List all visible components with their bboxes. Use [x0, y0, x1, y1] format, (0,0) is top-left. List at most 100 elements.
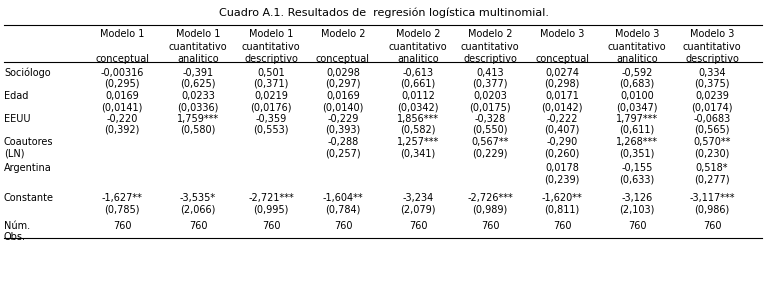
Text: 760: 760: [627, 221, 646, 231]
Text: Cuadro A.1. Resultados de  regresión logística multinomial.: Cuadro A.1. Resultados de regresión logí…: [219, 8, 549, 18]
Text: -0,613: -0,613: [402, 68, 434, 78]
Text: descriptivo: descriptivo: [463, 54, 517, 64]
Text: 0,501: 0,501: [257, 68, 285, 78]
Text: (2,103): (2,103): [619, 204, 654, 214]
Text: 760: 760: [703, 221, 721, 231]
Text: 0,570**: 0,570**: [694, 137, 730, 147]
Text: -0,391: -0,391: [183, 68, 214, 78]
Text: (0,229): (0,229): [472, 148, 508, 158]
Text: (0,277): (0,277): [694, 174, 730, 184]
Text: -0,0683: -0,0683: [694, 114, 730, 124]
Text: analitico: analitico: [616, 54, 658, 64]
Text: (0,375): (0,375): [694, 79, 730, 89]
Text: 0,0219: 0,0219: [254, 91, 288, 101]
Text: Modelo 3: Modelo 3: [615, 29, 659, 39]
Text: -0,359: -0,359: [256, 114, 286, 124]
Text: 0,0169: 0,0169: [326, 91, 360, 101]
Text: -0,222: -0,222: [546, 114, 578, 124]
Text: (0,371): (0,371): [253, 79, 289, 89]
Text: Modelo 3: Modelo 3: [690, 29, 734, 39]
Text: Modelo 2: Modelo 2: [321, 29, 366, 39]
Text: Constante: Constante: [4, 193, 54, 203]
Text: 0,0178: 0,0178: [545, 163, 579, 173]
Text: (0,995): (0,995): [253, 204, 289, 214]
Text: 0,0171: 0,0171: [545, 91, 579, 101]
Text: cuantitativo: cuantitativo: [461, 42, 519, 52]
Text: 0,0233: 0,0233: [181, 91, 215, 101]
Text: conceptual: conceptual: [535, 54, 589, 64]
Text: -1,620**: -1,620**: [541, 193, 582, 203]
Text: -1,627**: -1,627**: [101, 193, 142, 203]
Text: (0,550): (0,550): [472, 125, 508, 135]
Text: (2,079): (2,079): [400, 204, 435, 214]
Text: -2,726***: -2,726***: [467, 193, 513, 203]
Text: Sociólogo: Sociólogo: [4, 68, 51, 78]
Text: (0,625): (0,625): [180, 79, 216, 89]
Text: (0,565): (0,565): [694, 125, 730, 135]
Text: (0,683): (0,683): [619, 79, 654, 89]
Text: 0,334: 0,334: [698, 68, 726, 78]
Text: (0,0176): (0,0176): [250, 102, 292, 112]
Text: (0,582): (0,582): [400, 125, 435, 135]
Text: (0,661): (0,661): [400, 79, 435, 89]
Text: Obs.: Obs.: [4, 232, 26, 242]
Text: (0,553): (0,553): [253, 125, 289, 135]
Text: (2,066): (2,066): [180, 204, 216, 214]
Text: (0,393): (0,393): [326, 125, 361, 135]
Text: Modelo 2: Modelo 2: [468, 29, 512, 39]
Text: (0,0347): (0,0347): [616, 102, 657, 112]
Text: Modelo 1: Modelo 1: [176, 29, 220, 39]
Text: cuantitativo: cuantitativo: [683, 42, 741, 52]
Text: -0,328: -0,328: [475, 114, 505, 124]
Text: (0,295): (0,295): [104, 79, 140, 89]
Text: 1,759***: 1,759***: [177, 114, 219, 124]
Text: 0,0298: 0,0298: [326, 68, 360, 78]
Text: conceptual: conceptual: [95, 54, 149, 64]
Text: (0,0142): (0,0142): [541, 102, 583, 112]
Text: 1,797***: 1,797***: [616, 114, 658, 124]
Text: 0,567**: 0,567**: [472, 137, 508, 147]
Text: 760: 760: [113, 221, 131, 231]
Text: (0,611): (0,611): [619, 125, 654, 135]
Text: analitico: analitico: [397, 54, 439, 64]
Text: -1,604**: -1,604**: [323, 193, 363, 203]
Text: Argentina: Argentina: [4, 163, 51, 173]
Text: (0,297): (0,297): [326, 79, 361, 89]
Text: 0,413: 0,413: [476, 68, 504, 78]
Text: (0,239): (0,239): [545, 174, 580, 184]
Text: -0,592: -0,592: [621, 68, 653, 78]
Text: (0,785): (0,785): [104, 204, 140, 214]
Text: 0,0203: 0,0203: [473, 91, 507, 101]
Text: -3,117***: -3,117***: [689, 193, 735, 203]
Text: 760: 760: [553, 221, 571, 231]
Text: cuantitativo: cuantitativo: [607, 42, 667, 52]
Text: 760: 760: [189, 221, 207, 231]
Text: (0,986): (0,986): [694, 204, 730, 214]
Text: descriptivo: descriptivo: [685, 54, 739, 64]
Text: -3,234: -3,234: [402, 193, 434, 203]
Text: (0,784): (0,784): [326, 204, 361, 214]
Text: cuantitativo: cuantitativo: [242, 42, 300, 52]
Text: -0,220: -0,220: [106, 114, 137, 124]
Text: 0,0100: 0,0100: [620, 91, 654, 101]
Text: (0,257): (0,257): [325, 148, 361, 158]
Text: (0,633): (0,633): [619, 174, 654, 184]
Text: -0,00316: -0,00316: [101, 68, 144, 78]
Text: (0,377): (0,377): [472, 79, 508, 89]
Text: (0,0141): (0,0141): [101, 102, 143, 112]
Text: -3,535*: -3,535*: [180, 193, 216, 203]
Text: Modelo 1: Modelo 1: [249, 29, 293, 39]
Text: (0,0174): (0,0174): [691, 102, 733, 112]
Text: Edad: Edad: [4, 91, 28, 101]
Text: 0,0112: 0,0112: [401, 91, 435, 101]
Text: Núm.: Núm.: [4, 221, 30, 231]
Text: (0,392): (0,392): [104, 125, 140, 135]
Text: -3,126: -3,126: [621, 193, 653, 203]
Text: conceptual: conceptual: [316, 54, 370, 64]
Text: -0,288: -0,288: [327, 137, 359, 147]
Text: cuantitativo: cuantitativo: [389, 42, 447, 52]
Text: (0,989): (0,989): [472, 204, 508, 214]
Text: (0,0336): (0,0336): [177, 102, 219, 112]
Text: analitico: analitico: [177, 54, 219, 64]
Text: Coautores: Coautores: [4, 137, 54, 147]
